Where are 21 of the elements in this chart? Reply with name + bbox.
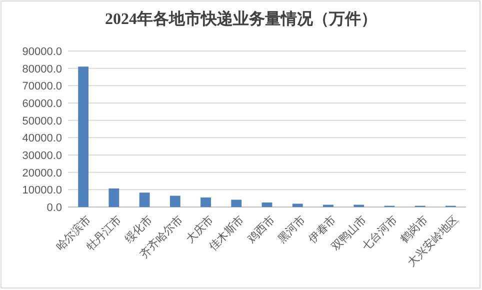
y-tick-label: 0.0 [46,202,62,214]
bar [231,200,242,207]
bar [170,196,180,207]
y-tick-label: 60000.0 [22,98,62,110]
bar [200,197,211,207]
y-tick-label: 40000.0 [22,132,62,145]
y-tick-label: 50000.0 [22,115,62,128]
bar [139,192,150,207]
y-tick-label: 20000.0 [22,167,62,180]
bar [262,202,272,207]
bar [292,204,303,207]
x-tick-label: 鸡西市 [244,213,278,246]
chart-title: 2024年各地市快递业务量情况（万件） [105,10,377,28]
y-tick-label: 70000.0 [22,80,62,93]
y-tick-label: 80000.0 [22,63,62,76]
y-tick-label: 30000.0 [22,150,62,162]
x-tick-label: 黑河市 [275,213,308,246]
bar [78,66,89,207]
y-tick-label: 10000.0 [22,184,62,197]
bar [108,188,120,207]
y-tick-label: 90000.0 [22,46,62,58]
